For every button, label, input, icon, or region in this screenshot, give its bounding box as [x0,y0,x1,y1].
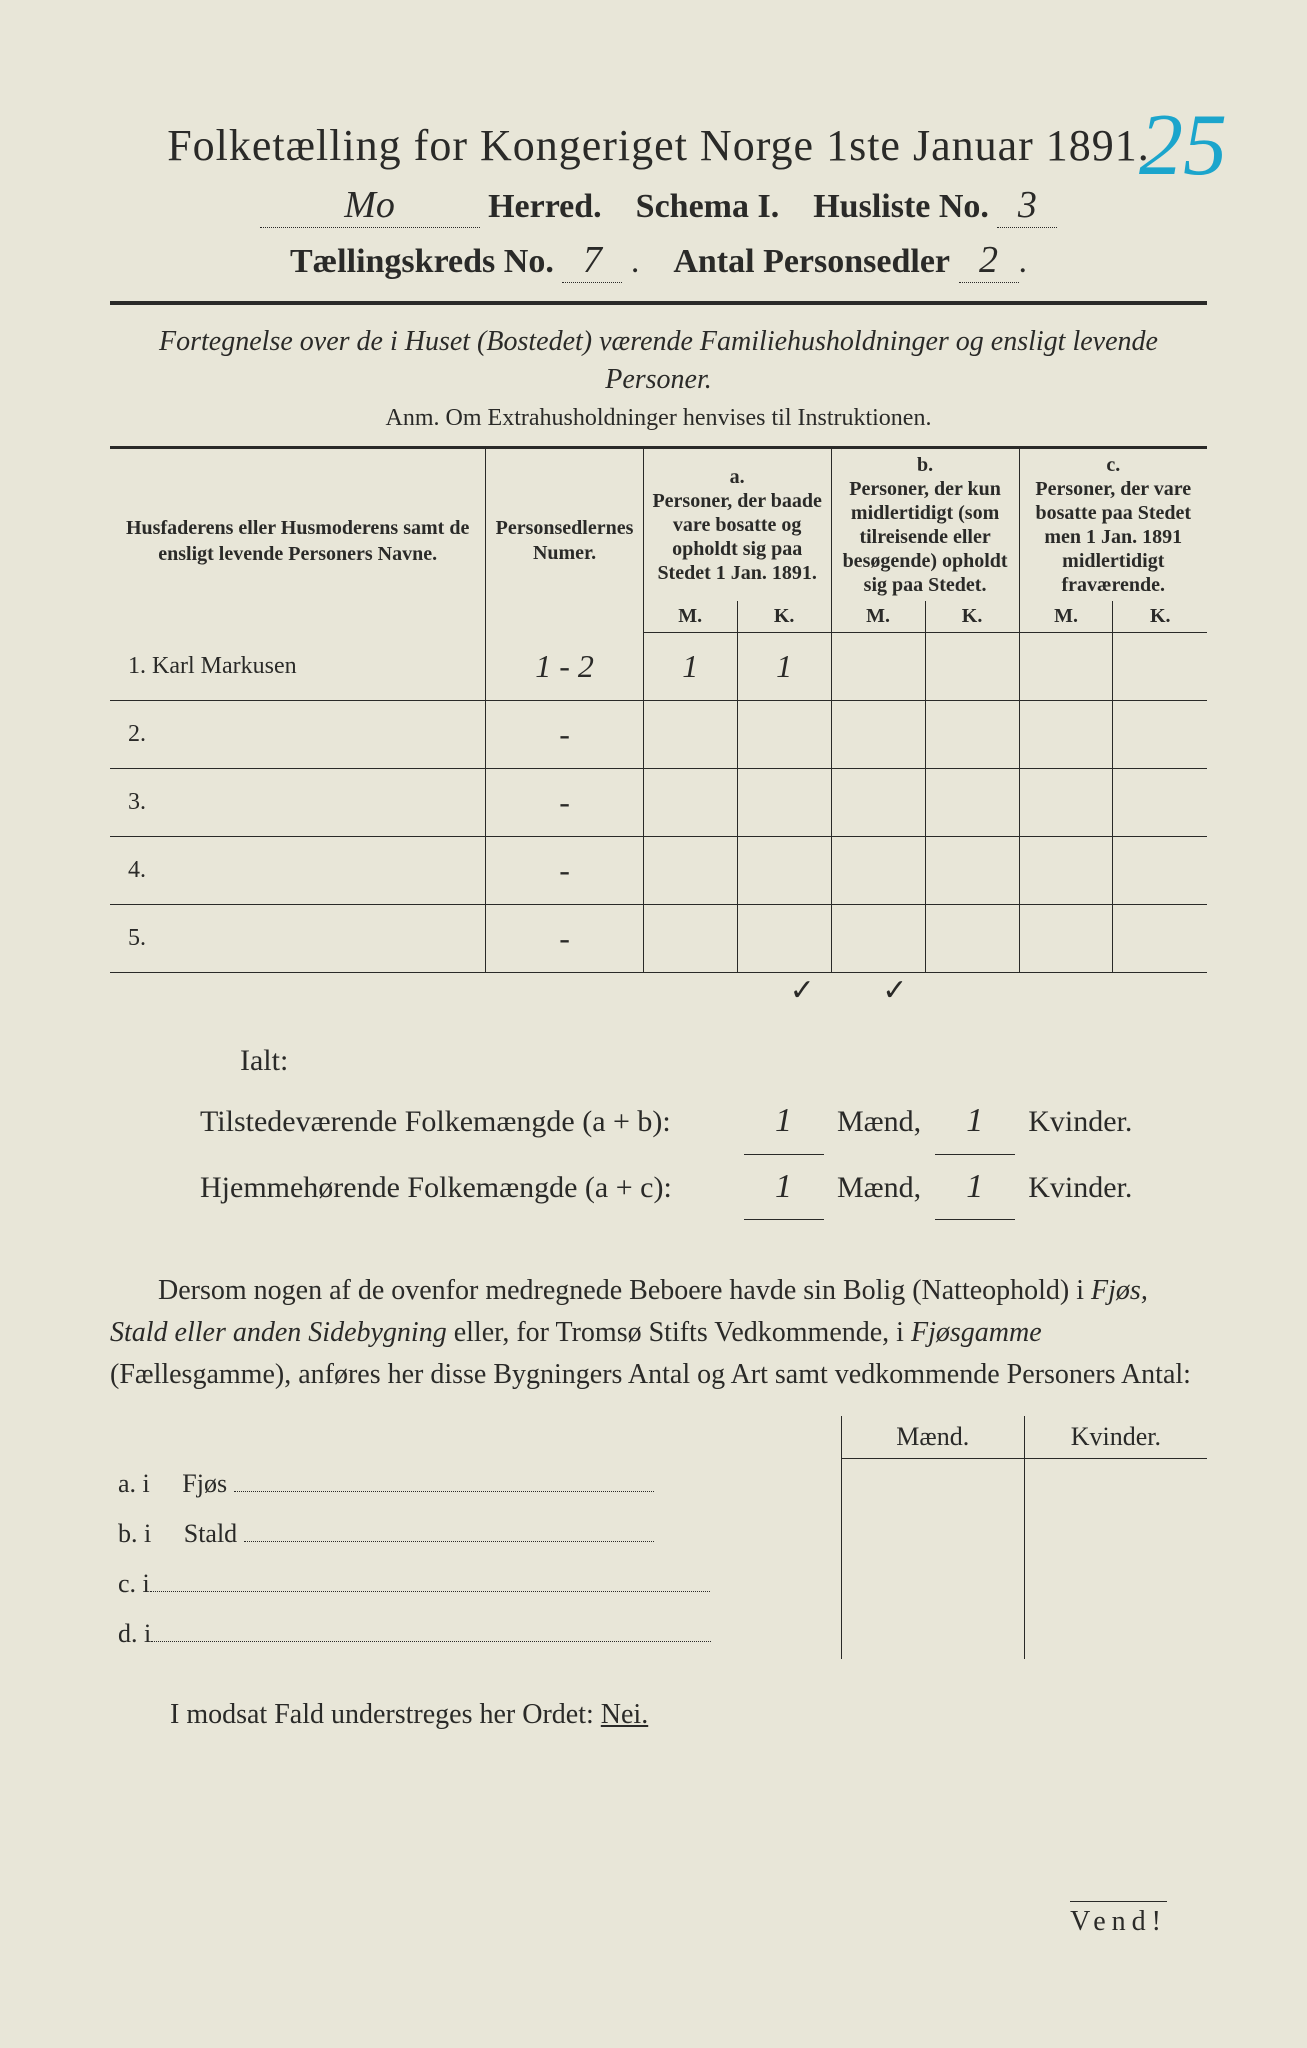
row1-am: 1 [643,633,737,701]
ialt-r2-k: 1 [935,1155,1015,1221]
th-a-text: Personer, der baade vare bosatte og opho… [650,489,825,585]
th-b-letter: b. [838,453,1013,477]
th-a-k: K. [737,601,831,633]
side-row-b: b. i Stald [110,1509,841,1559]
row4-num: 4. [110,837,486,905]
header-line-3: Tællingskreds No. 7 . Antal Personsedler… [110,238,1207,283]
row1-cm [1019,633,1113,701]
th-c-letter: c. [1026,453,1201,477]
ialt-kvinder2: Kvinder. [1028,1171,1132,1204]
ialt-heading: Ialt: [240,1032,1207,1089]
herred-value: Mo [260,183,480,228]
ialt-row1-label: Tilstedeværende Folkemængde (a + b): [200,1093,730,1150]
th-c-text: Personer, der vare bosatte paa Stedet me… [1026,477,1201,597]
totals-block: Ialt: Tilstedeværende Folkemængde (a + b… [200,1032,1207,1220]
document-title: Folketælling for Kongeriget Norge 1ste J… [110,120,1207,171]
row1-ck [1113,633,1207,701]
sidebygning-paragraph: Dersom nogen af de ovenfor medregnede Be… [110,1270,1207,1396]
row1-num: 1. Karl Markusen [110,633,486,701]
ialt-kvinder: Kvinder. [1028,1105,1132,1138]
ialt-maend: Mænd, [837,1105,921,1138]
check-marks: ✓ ✓ [520,973,1207,1008]
census-table: Husfaderens eller Husmoderens samt de en… [110,446,1207,974]
row2-num: 2. [110,701,486,769]
th-group-c: c. Personer, der vare bosatte paa Stedet… [1019,447,1207,601]
ialt-r1-m: 1 [744,1089,824,1155]
schema-label: Schema I. [636,188,780,225]
row4-pers: - [486,837,643,905]
ialt-maend2: Mænd, [837,1171,921,1204]
husliste-label: Husliste No. [813,188,989,225]
side-row-c: c. i [110,1559,841,1609]
kreds-label: Tællingskreds No. [290,243,554,280]
ialt-r1-k: 1 [935,1089,1015,1155]
side-row-a: a. i Fjøs [110,1459,841,1509]
th-name-text: Husfaderens eller Husmoderens samt de en… [126,517,469,565]
husliste-value: 3 [997,183,1057,228]
row1-name: Karl Markusen [152,653,297,679]
kreds-value: 7 [562,238,622,283]
row5-pers: - [486,905,643,973]
th-b-m: M. [831,601,925,633]
vend-label: Vend! [1070,1901,1167,1938]
row5-num: 5. [110,905,486,973]
nei-word: Nei. [601,1699,648,1730]
th-name: Husfaderens eller Husmoderens samt de en… [110,447,486,633]
row2-pers: - [486,701,643,769]
th-c-m: M. [1019,601,1113,633]
antal-value: 2 [959,238,1019,283]
side-row-d: d. i [110,1609,841,1659]
th-a-letter: a. [650,465,825,489]
form-description: Fortegnelse over de i Huset (Bostedet) v… [110,323,1207,399]
th-b-k: K. [925,601,1019,633]
row3-num: 3. [110,769,486,837]
th-c-k: K. [1113,601,1207,633]
divider [110,301,1207,305]
page-number-handwritten: 25 [1139,95,1227,196]
row1-bm [831,633,925,701]
th-group-a: a. Personer, der baade vare bosatte og o… [643,447,831,601]
th-group-b: b. Personer, der kun midlertidigt (som t… [831,447,1019,601]
row1-pers: 1 - 2 [486,633,643,701]
side-kvinder-head: Kvinder. [1024,1416,1207,1459]
herred-label: Herred. [488,188,602,225]
header-line-2: Mo Herred. Schema I. Husliste No. 3 [110,183,1207,228]
ialt-r2-m: 1 [744,1155,824,1221]
side-maend-head: Mænd. [841,1416,1024,1459]
th-numer: Personsedlernes Numer. [486,447,643,633]
ialt-row2-label: Hjemmehørende Folkemængde (a + c): [200,1159,730,1216]
census-form-page: 25 Folketælling for Kongeriget Norge 1st… [0,0,1307,2048]
th-a-m: M. [643,601,737,633]
nei-sentence: I modsat Fald understreges her Ordet: Ne… [170,1699,1207,1731]
antal-label: Antal Personsedler [673,243,950,280]
sidebygning-table: Mænd. Kvinder. a. i Fjøs b. i Stald c. i… [110,1416,1207,1659]
row1-ak: 1 [737,633,831,701]
row1-bk [925,633,1019,701]
th-b-text: Personer, der kun midlertidigt (som tilr… [838,477,1013,597]
row3-pers: - [486,769,643,837]
form-note: Anm. Om Extrahusholdninger henvises til … [110,405,1207,432]
